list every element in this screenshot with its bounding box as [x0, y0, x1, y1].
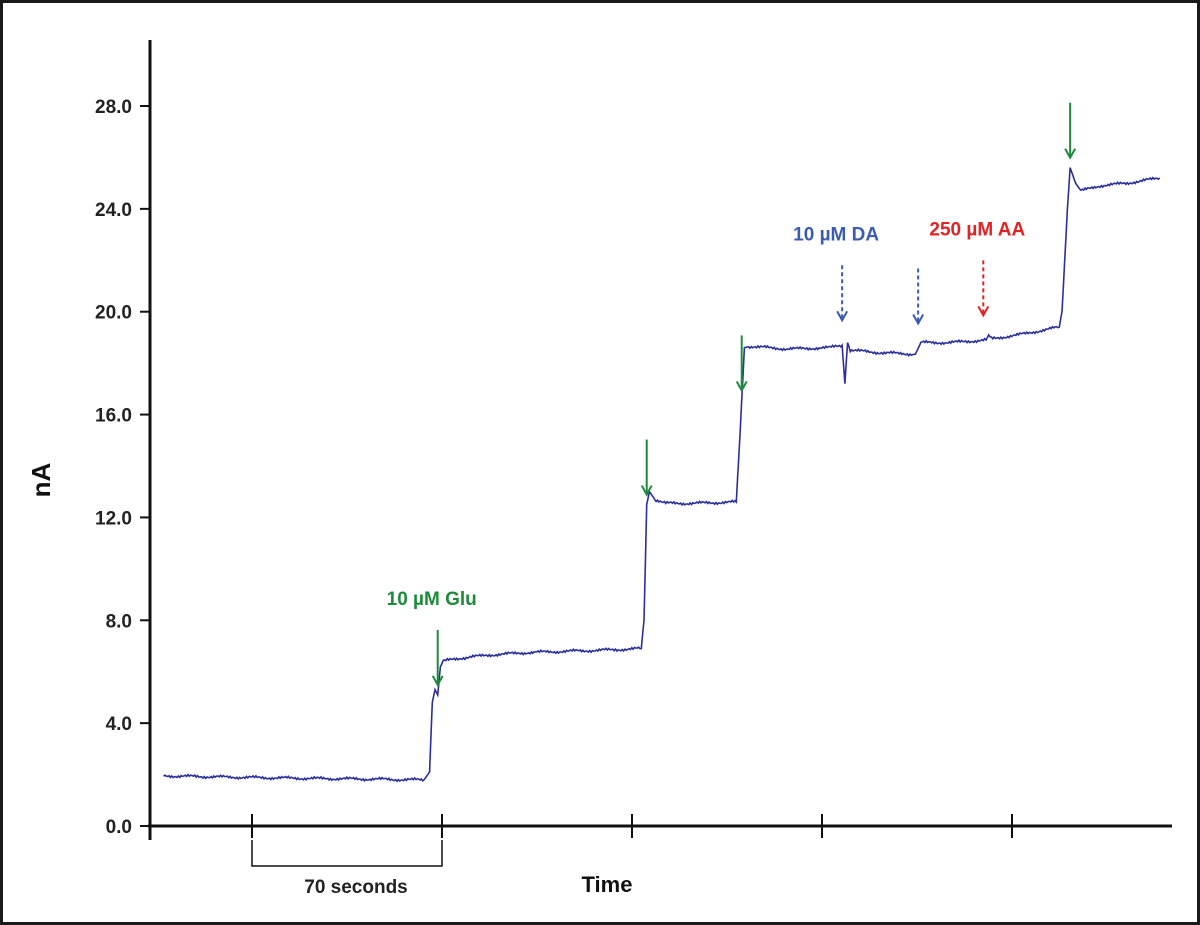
axes	[148, 40, 1172, 840]
arrow-head	[735, 380, 748, 393]
y-tick-label: 28.0	[95, 97, 132, 118]
arrow-head	[836, 310, 849, 323]
y-ticks: 0.0 4.0 8.0 12.0 16.0 20.0 24.0 28.0	[95, 97, 150, 838]
arrow-head	[977, 305, 990, 318]
annotation-arrow	[640, 439, 653, 497]
series-trace	[163, 167, 1161, 783]
y-tick-label: 12.0	[95, 508, 132, 529]
annotation-arrow	[1064, 102, 1077, 160]
x-ticks	[251, 814, 1013, 838]
annotation-arrow	[912, 268, 925, 326]
scale-bar	[251, 840, 443, 867]
y-axis-title: nA	[26, 462, 56, 497]
y-tick-label: 24.0	[95, 200, 132, 221]
arrow-head	[912, 314, 925, 326]
annotations: 10 µM Glu 10 µM DA 250 µM AA	[387, 102, 1077, 687]
y-tick-label: 8.0	[106, 611, 132, 632]
annotation-label: 250 µM AA	[929, 219, 1025, 240]
annotation-arrow: 10 µM Glu	[387, 589, 477, 687]
scale-bracket	[251, 840, 443, 867]
y-tick-label: 16.0	[95, 406, 132, 427]
y-tick-label: 4.0	[106, 714, 132, 735]
series-line	[163, 167, 1161, 783]
scale-bar-label: 70 seconds	[304, 877, 408, 898]
y-tick-label: 0.0	[106, 817, 132, 838]
annotation-arrow: 10 µM DA	[793, 224, 879, 323]
y-tick-label: 20.0	[95, 303, 132, 324]
x-axis-title: Time	[582, 872, 633, 897]
arrow-head	[1064, 148, 1077, 160]
arrow-head	[640, 485, 653, 497]
annotation-arrow	[735, 335, 748, 393]
annotation-label: 10 µM Glu	[387, 589, 477, 610]
arrow-head	[431, 675, 444, 687]
annotation-label: 10 µM DA	[793, 224, 879, 245]
annotation-arrow: 250 µM AA	[929, 219, 1025, 318]
